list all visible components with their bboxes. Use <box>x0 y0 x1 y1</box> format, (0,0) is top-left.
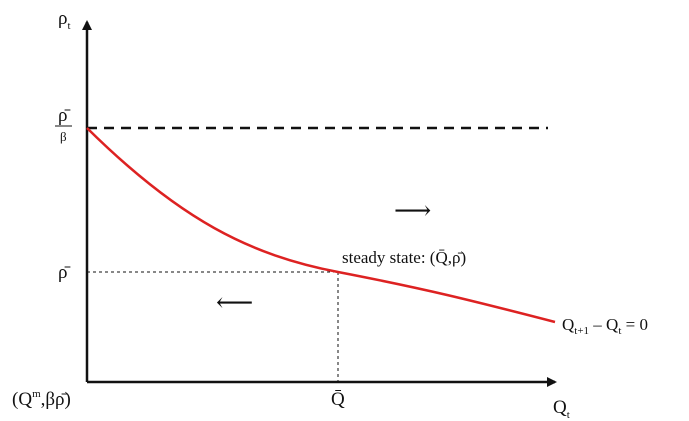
svg-text:(Qm,βρ̄): (Qm,βρ̄) <box>12 388 71 410</box>
phase-curve <box>86 127 556 324</box>
steady-q-tick: Q̄ <box>331 389 345 410</box>
upper-tick-denominator: β <box>60 129 67 144</box>
curve-label-equals-zero: = 0 <box>621 315 648 334</box>
right-arrow: ⟶ <box>394 196 431 225</box>
origin-label-rest: ,βρ̄) <box>41 389 71 410</box>
curve-label-sub-t: t <box>618 325 621 337</box>
y-axis-label: ρ <box>58 8 67 29</box>
svg-text:ρt: ρt <box>58 8 71 32</box>
left-arrow: ⟵ <box>216 288 253 317</box>
x-axis-label-subscript: t <box>567 409 570 421</box>
y-axis-label-subscript: t <box>67 20 70 32</box>
curve-label-sub-t1: t+1 <box>574 325 589 337</box>
origin-label-superscript: m <box>32 388 41 400</box>
steady-state-label: steady state: (Q̄,ρ̄) <box>342 248 466 267</box>
x-axis-label: Q <box>553 397 567 418</box>
curve-label-minus-q: – Q <box>589 315 618 334</box>
steady-rho-tick: ρ̄ <box>58 262 70 283</box>
upper-tick-numerator: ρ̄ <box>58 105 70 126</box>
svg-text:Qt+1 – Qt = 0: Qt+1 – Qt = 0 <box>562 315 648 337</box>
svg-text:Qt: Qt <box>553 397 570 421</box>
curve-label-q: Q <box>562 315 574 334</box>
origin-label-open: (Q <box>12 389 32 410</box>
